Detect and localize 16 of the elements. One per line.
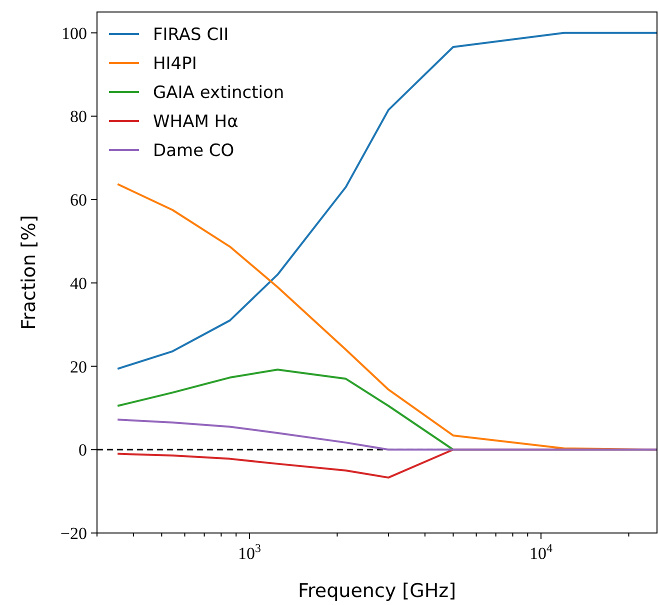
y-tick-label: 20 <box>70 357 87 376</box>
y-tick-label: 0 <box>78 440 87 460</box>
x-tick-label: 10$^{3}$ <box>238 541 261 563</box>
legend-label: Dame CO <box>153 141 234 161</box>
y-tick-label: 80 <box>70 107 87 126</box>
legend-label: GAIA extinction <box>153 83 284 103</box>
y-tick-label: 40 <box>70 274 87 293</box>
x-tick-label: 10$^{4}$ <box>530 541 553 563</box>
legend-label: WHAM Hα <box>153 112 238 132</box>
y-axis-title: Fraction [%] <box>18 215 40 330</box>
legend-label: HI4PI <box>153 54 197 74</box>
legend-label: FIRAS CII <box>153 25 229 45</box>
y-tick-label: −20 <box>60 524 87 543</box>
y-tick-label: 60 <box>70 190 87 210</box>
x-axis-title: Frequency [GHz] <box>298 580 456 602</box>
y-tick-label: 100 <box>62 24 87 43</box>
